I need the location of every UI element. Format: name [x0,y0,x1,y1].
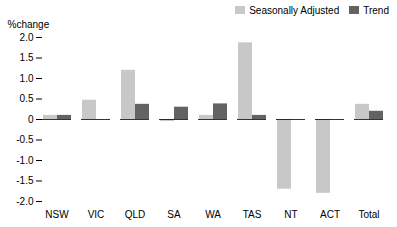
svg-text:NT: NT [284,209,297,220]
svg-text:-1.0: -1.0 [16,155,34,166]
svg-text:-2.0: -2.0 [16,196,34,207]
svg-text:ACT: ACT [320,209,340,220]
svg-text:1.5: 1.5 [20,52,34,63]
svg-text:WA: WA [205,209,221,220]
svg-text:-1.5: -1.5 [16,175,34,186]
svg-text:Total: Total [358,209,379,220]
svg-text:2.0: 2.0 [20,32,34,43]
svg-text:TAS: TAS [243,209,262,220]
svg-text:1.0: 1.0 [20,73,34,84]
svg-text:NSW: NSW [45,209,69,220]
svg-text:SA: SA [167,209,181,220]
html-text:Seasonally Adjusted: Seasonally Adjusted [249,4,340,16]
svg-text:QLD: QLD [125,209,146,220]
svg-text:%change: %change [8,19,50,30]
svg-text:VIC: VIC [88,209,105,220]
html-text:Trend: Trend [363,4,389,16]
svg-text:0.5: 0.5 [20,93,34,104]
svg-text:0: 0 [28,114,34,125]
svg-text:-0.5: -0.5 [16,134,34,145]
